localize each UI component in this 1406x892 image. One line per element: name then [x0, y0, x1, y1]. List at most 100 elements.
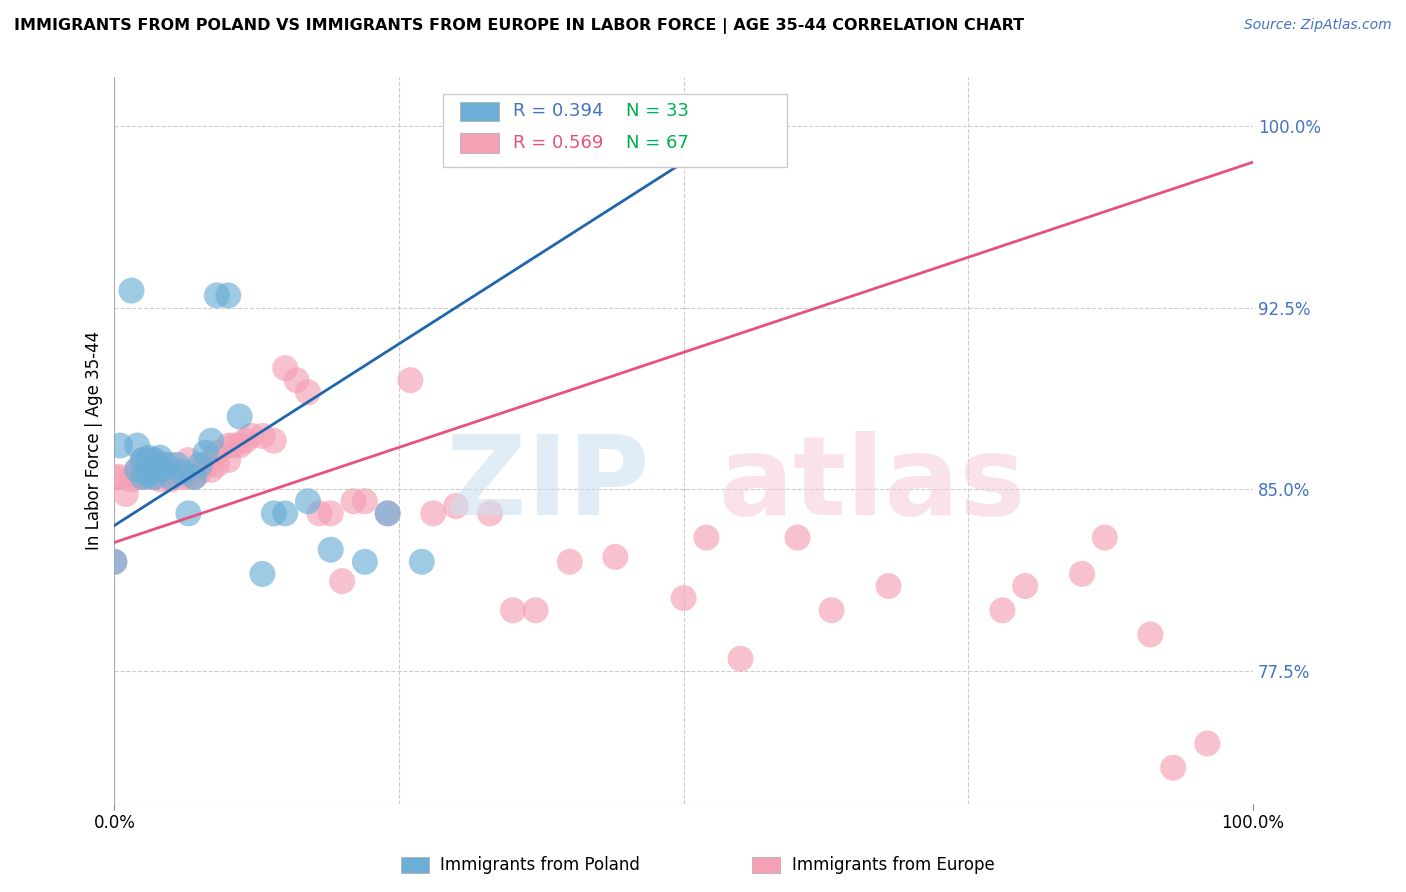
Point: [194, 446, 217, 460]
Point: [354, 494, 377, 508]
Point: [183, 470, 205, 484]
Point: [342, 494, 364, 508]
Text: R = 0.569: R = 0.569: [513, 134, 603, 152]
Point: [730, 651, 752, 665]
Point: [422, 507, 444, 521]
Text: R = 0.394: R = 0.394: [513, 103, 603, 120]
Text: N = 33: N = 33: [626, 103, 689, 120]
Point: [172, 470, 194, 484]
Point: [1014, 579, 1036, 593]
Point: [108, 470, 131, 484]
Point: [252, 566, 274, 581]
Point: [228, 439, 250, 453]
Text: ZIP: ZIP: [446, 431, 650, 538]
Point: [149, 458, 172, 472]
Point: [319, 542, 342, 557]
Point: [108, 439, 131, 453]
Point: [605, 549, 627, 564]
Point: [188, 465, 211, 479]
Point: [127, 470, 149, 484]
Point: [127, 463, 149, 477]
Point: [558, 555, 581, 569]
Point: [132, 453, 155, 467]
Point: [1197, 736, 1219, 750]
Point: [285, 373, 308, 387]
Point: [155, 458, 177, 472]
Point: [233, 434, 256, 448]
Point: [217, 453, 239, 467]
Point: [820, 603, 842, 617]
Point: [377, 507, 399, 521]
Point: [1139, 627, 1161, 641]
Y-axis label: In Labor Force | Age 35-44: In Labor Force | Age 35-44: [86, 331, 103, 550]
Point: [252, 429, 274, 443]
Point: [121, 473, 143, 487]
Point: [183, 470, 205, 484]
Point: [114, 487, 136, 501]
Point: [217, 439, 239, 453]
Point: [672, 591, 695, 606]
Point: [149, 473, 172, 487]
Point: [177, 470, 200, 484]
Point: [177, 453, 200, 467]
Point: [377, 507, 399, 521]
Point: [205, 288, 228, 302]
Point: [319, 507, 342, 521]
Point: [138, 470, 160, 484]
Point: [138, 450, 160, 465]
Point: [138, 453, 160, 467]
Point: [121, 284, 143, 298]
Point: [149, 463, 172, 477]
Point: [222, 439, 245, 453]
Point: [217, 288, 239, 302]
Point: [194, 458, 217, 472]
Point: [160, 470, 183, 484]
Point: [160, 458, 183, 472]
Point: [155, 467, 177, 482]
Point: [354, 555, 377, 569]
Point: [188, 458, 211, 472]
Point: [274, 507, 297, 521]
Point: [200, 434, 222, 448]
Text: N = 67: N = 67: [626, 134, 689, 152]
Point: [149, 450, 172, 465]
Point: [127, 439, 149, 453]
Point: [103, 470, 125, 484]
Text: atlas: atlas: [718, 431, 1025, 538]
Point: [330, 574, 353, 589]
Point: [200, 463, 222, 477]
Text: Source: ZipAtlas.com: Source: ZipAtlas.com: [1244, 18, 1392, 32]
Point: [695, 531, 717, 545]
Text: Immigrants from Poland: Immigrants from Poland: [440, 856, 640, 874]
Point: [308, 507, 330, 521]
Point: [479, 507, 502, 521]
Point: [143, 453, 166, 467]
Point: [103, 555, 125, 569]
Point: [297, 494, 319, 508]
Point: [127, 463, 149, 477]
Point: [166, 458, 188, 472]
Point: [143, 458, 166, 472]
Point: [1161, 761, 1184, 775]
Point: [991, 603, 1014, 617]
Point: [166, 465, 188, 479]
Point: [1071, 566, 1094, 581]
Text: Immigrants from Europe: Immigrants from Europe: [792, 856, 994, 874]
Point: [524, 603, 547, 617]
Point: [103, 555, 125, 569]
Point: [444, 499, 467, 513]
Point: [160, 473, 183, 487]
Point: [502, 603, 524, 617]
Point: [297, 385, 319, 400]
Point: [177, 507, 200, 521]
Point: [228, 409, 250, 424]
Point: [143, 470, 166, 484]
Point: [132, 470, 155, 484]
Point: [399, 373, 422, 387]
Point: [205, 458, 228, 472]
Point: [172, 465, 194, 479]
Point: [132, 453, 155, 467]
Point: [205, 446, 228, 460]
Text: IMMIGRANTS FROM POLAND VS IMMIGRANTS FROM EUROPE IN LABOR FORCE | AGE 35-44 CORR: IMMIGRANTS FROM POLAND VS IMMIGRANTS FRO…: [14, 18, 1024, 34]
Point: [263, 507, 285, 521]
